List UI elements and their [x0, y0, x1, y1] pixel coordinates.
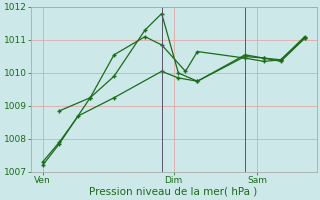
X-axis label: Pression niveau de la mer( hPa ): Pression niveau de la mer( hPa ) — [90, 187, 258, 197]
